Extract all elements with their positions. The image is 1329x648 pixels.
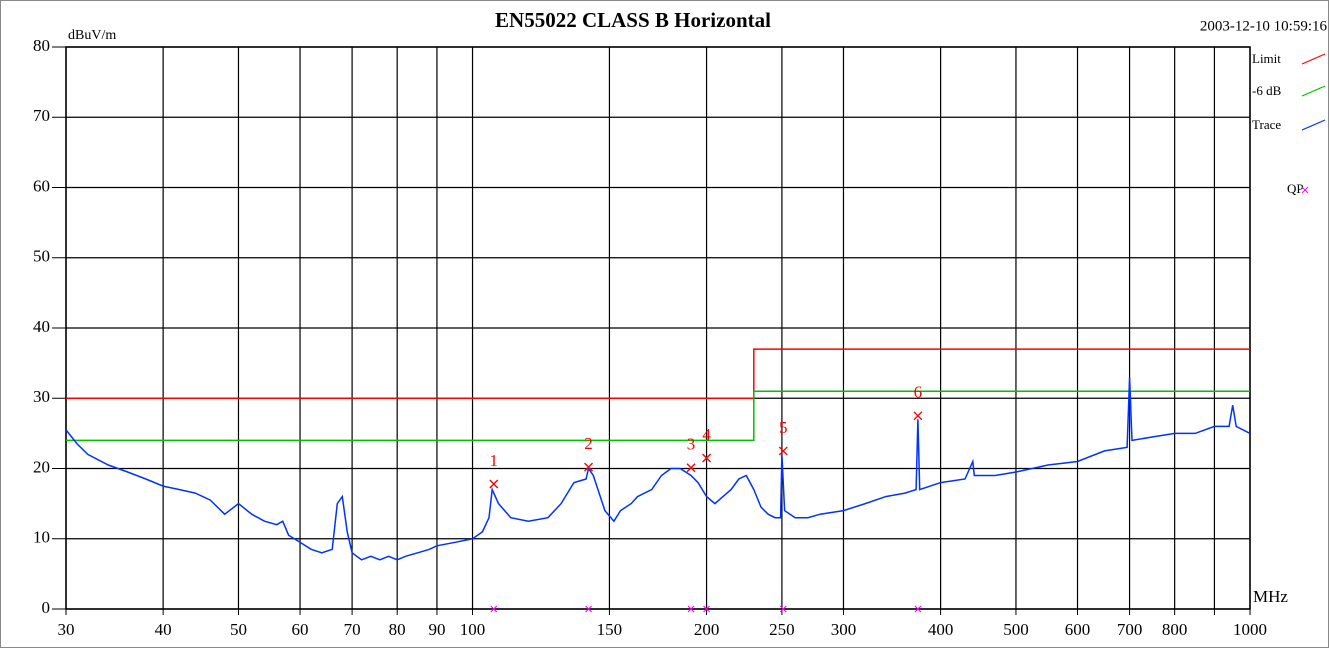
peak-marker xyxy=(584,462,594,472)
series-line xyxy=(66,390,1250,442)
x-tick-label: 80 xyxy=(389,620,406,639)
peak-label: 2 xyxy=(584,434,593,453)
y-tick-label: 60 xyxy=(33,176,50,195)
peak-marker xyxy=(702,453,712,463)
peak-marker xyxy=(778,446,788,456)
peak-label: 4 xyxy=(702,425,711,444)
peak-marker xyxy=(489,479,499,489)
x-tick-label: 300 xyxy=(831,620,857,639)
x-tick-label: 100 xyxy=(460,620,486,639)
x-tick-label: 700 xyxy=(1117,620,1143,639)
series-line xyxy=(66,348,1250,400)
y-tick-label: 10 xyxy=(33,528,50,547)
peak-marker xyxy=(686,463,696,473)
x-tick-label: 150 xyxy=(597,620,623,639)
peak-label: 6 xyxy=(914,383,923,402)
x-tick-label: 60 xyxy=(292,620,309,639)
x-tick-label: 800 xyxy=(1162,620,1188,639)
qp-marker xyxy=(779,605,787,613)
y-tick-label: 30 xyxy=(33,387,50,406)
x-tick-label: 70 xyxy=(344,620,361,639)
legend-label: Limit xyxy=(1252,51,1281,66)
chart-title: EN55022 CLASS B Horizontal xyxy=(495,8,771,32)
timestamp: 2003-12-10 10:59:16 xyxy=(1200,18,1328,34)
x-tick-label: 1000 xyxy=(1233,620,1267,639)
qp-marker xyxy=(687,605,695,613)
peak-marker xyxy=(913,411,923,421)
x-tick-label: 500 xyxy=(1003,620,1029,639)
legend-label: -6 dB xyxy=(1252,83,1282,98)
x-tick-label: 90 xyxy=(428,620,445,639)
x-tick-label: 400 xyxy=(928,620,954,639)
x-tick-label: 30 xyxy=(58,620,75,639)
legend-label: Trace xyxy=(1252,117,1281,132)
legend-swatch xyxy=(1301,53,1326,65)
y-tick-label: 0 xyxy=(42,598,51,617)
x-tick-label: 200 xyxy=(694,620,720,639)
legend-swatch xyxy=(1301,186,1309,194)
x-tick-label: 50 xyxy=(230,620,247,639)
qp-marker xyxy=(490,605,498,613)
x-tick-label: 250 xyxy=(769,620,795,639)
y-tick-label: 40 xyxy=(33,317,50,336)
y-tick-label: 80 xyxy=(33,36,50,55)
legend-swatch xyxy=(1301,119,1326,131)
series-line xyxy=(65,377,1251,561)
x-tick-label: 600 xyxy=(1065,620,1091,639)
qp-marker xyxy=(914,605,922,613)
legend-swatch xyxy=(1301,85,1326,97)
x-tick-label: 40 xyxy=(155,620,172,639)
peak-label: 1 xyxy=(490,451,499,470)
y-tick-label: 70 xyxy=(33,106,50,125)
peak-label: 5 xyxy=(779,418,788,437)
legend-label: QP xyxy=(1287,181,1304,196)
y-tick-label: 20 xyxy=(33,457,50,476)
y-axis-label: dBuV/m xyxy=(68,28,116,43)
qp-marker xyxy=(585,605,592,613)
peak-label: 3 xyxy=(687,435,696,454)
qp-marker xyxy=(703,605,710,613)
x-axis-label: MHz xyxy=(1253,587,1288,606)
y-tick-label: 50 xyxy=(33,247,50,266)
